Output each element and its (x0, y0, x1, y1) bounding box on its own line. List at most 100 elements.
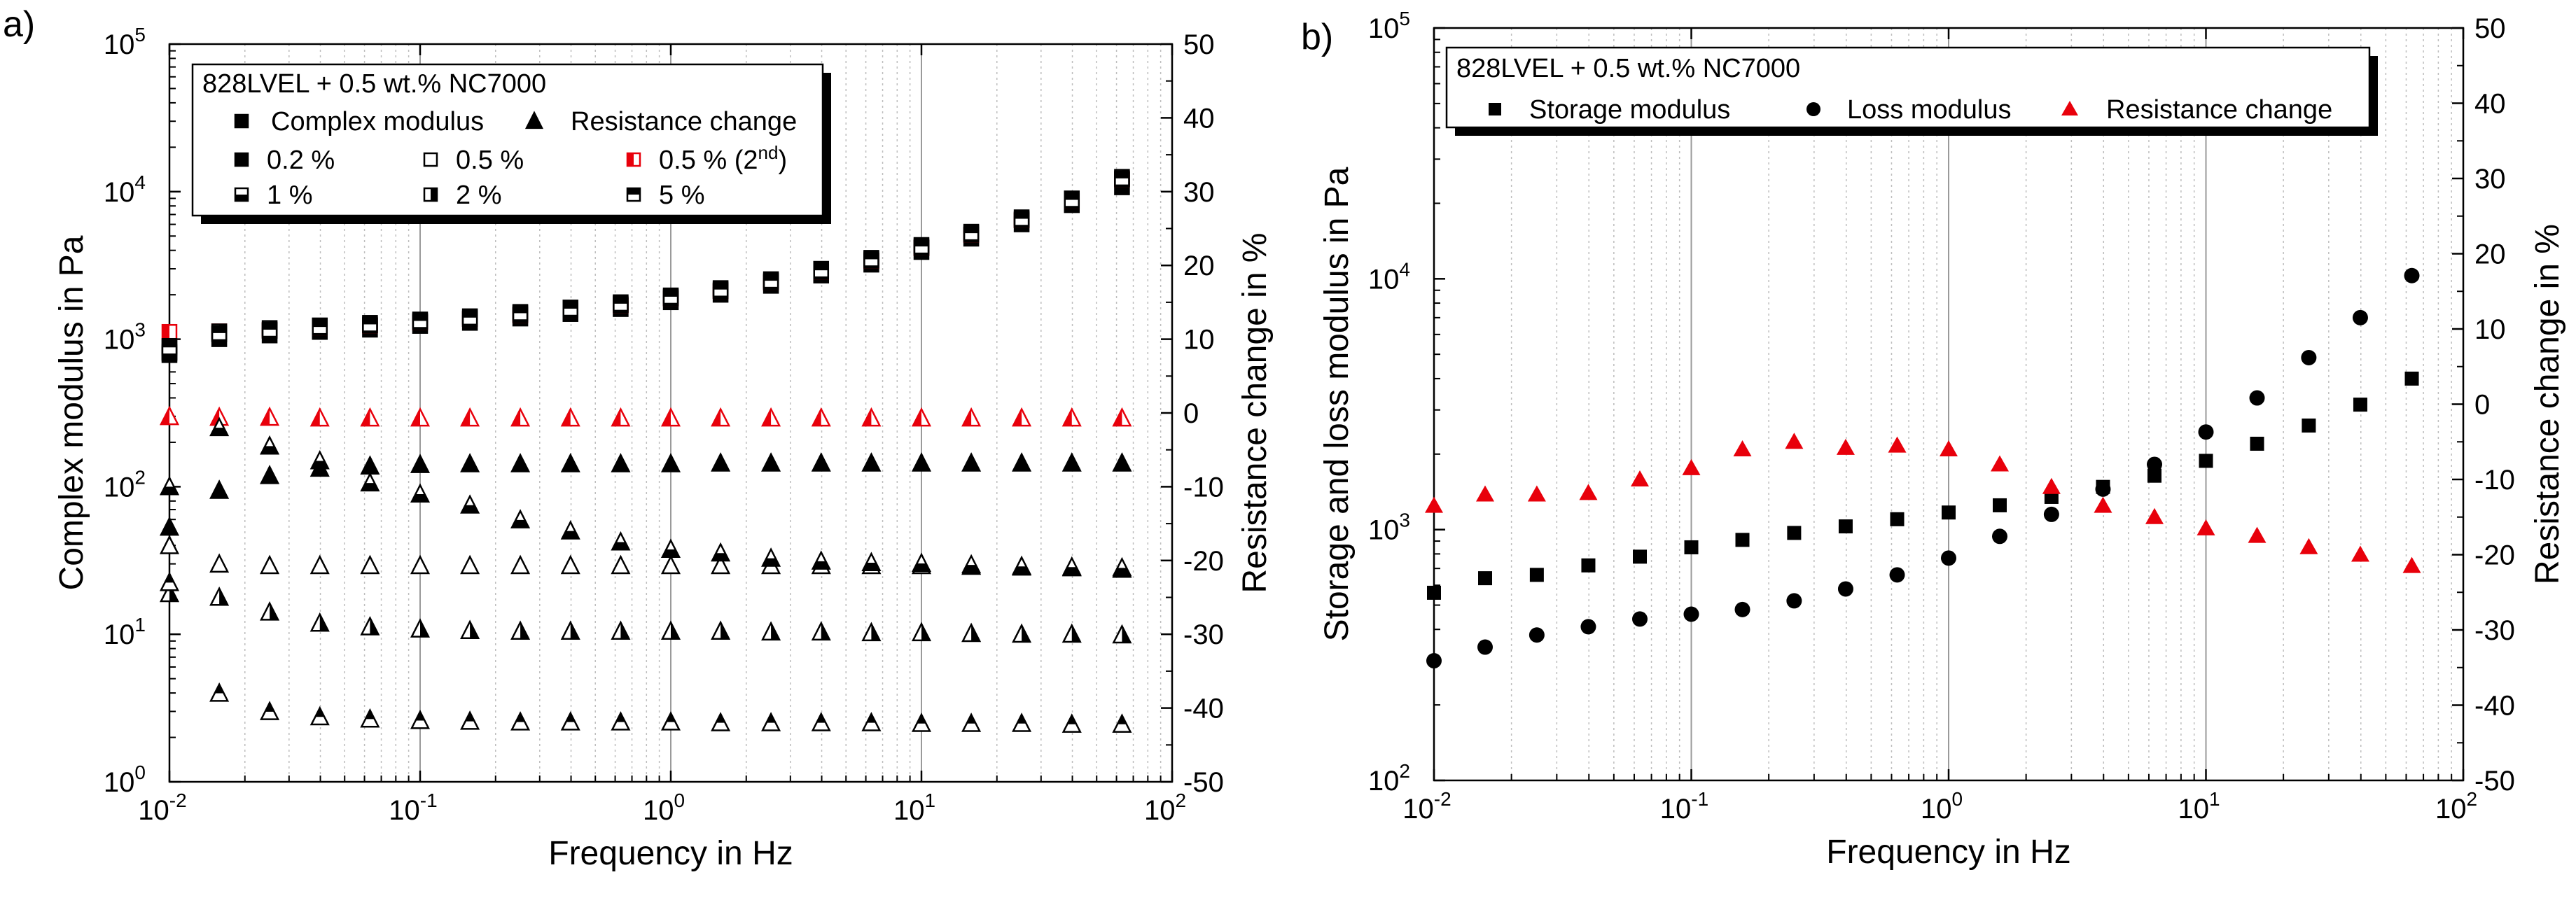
x-tick-label: 101 (893, 790, 935, 826)
y-tick-exp: 2 (134, 466, 146, 488)
point-resistance-change (1476, 485, 1495, 502)
point-complex-modulus (813, 262, 830, 279)
legend-marker (626, 187, 641, 202)
point-resistance-change (460, 710, 480, 730)
point-loss-modulus (2095, 481, 2111, 497)
point-loss-modulus (1426, 653, 1442, 669)
point-resistance-change (1527, 485, 1546, 502)
y-tick-label: 105 (1368, 8, 1410, 44)
point-resistance-change (1991, 455, 2010, 472)
x-tick-exp: 0 (1951, 788, 1963, 810)
point-resistance-change-fill (1122, 626, 1131, 643)
point-storage-modulus (1581, 558, 1596, 573)
point-resistance-change-fill (470, 622, 479, 638)
x-tick-exp: 0 (674, 790, 685, 811)
x-tick-label: 102 (2435, 788, 2477, 825)
point-storage-modulus (1942, 505, 1956, 520)
legend-a: 828LVEL + 0.5 wt.% NC7000 Complex modulus… (191, 63, 831, 224)
point-resistance-change (159, 535, 180, 554)
point-complex-modulus (512, 305, 529, 321)
point-resistance-change (660, 453, 681, 472)
point-resistance-change-fill (662, 549, 679, 557)
point-resistance-change-fill (812, 409, 821, 426)
legend-complex-marker-fill (235, 115, 248, 127)
point-storage-modulus (1478, 571, 1493, 586)
point-resistance-change-outline (360, 554, 380, 575)
point-resistance-change-fill (311, 461, 328, 469)
point-resistance-change-fill (261, 446, 279, 454)
y-tick-base: 10 (1368, 766, 1400, 797)
point-complex-modulus-fill (914, 239, 928, 247)
point-complex-modulus (211, 325, 228, 342)
point-resistance-change (711, 452, 731, 472)
point-resistance-change-fill (1117, 715, 1127, 724)
point-resistance-change (811, 407, 831, 427)
x-tick-exp: 2 (2466, 788, 2477, 810)
point-complex-modulus-fill (764, 274, 779, 281)
legend-storage-marker (1489, 103, 1501, 115)
legend-marker-fill (431, 188, 437, 201)
x-axis-label-b: Frequency in Hz (1826, 834, 2070, 871)
point-resistance-change-fill (666, 713, 676, 722)
y-tick-label: 103 (104, 319, 146, 356)
point-loss-modulus (1683, 606, 1699, 622)
x-tick-label: 100 (1921, 788, 1963, 825)
point-resistance-change (1631, 470, 1650, 486)
point-resistance-change-fill (361, 409, 370, 426)
point-loss-modulus (1889, 567, 1905, 583)
legend-marker-fill (627, 153, 634, 166)
point-resistance-change-fill (211, 408, 220, 426)
y2-tick-label: 50 (2474, 13, 2506, 44)
point-resistance-change-fill (420, 620, 429, 637)
y2-tick-label: -50 (1183, 767, 1224, 798)
point-resistance-change-fill (716, 713, 725, 723)
point-resistance-change-outline (660, 554, 681, 575)
legend-marker (234, 152, 249, 167)
point-loss-modulus (2043, 506, 2059, 522)
legend-entry-label: 0.5 % (2nd) (659, 142, 787, 175)
point-resistance-change-outline (560, 554, 580, 575)
point-resistance-change-fill (816, 713, 826, 723)
point-resistance-change (1012, 555, 1032, 575)
point-loss-modulus (1580, 619, 1596, 635)
point-resistance-change-fill (370, 617, 379, 635)
point-resistance-change (1061, 556, 1082, 576)
point-loss-modulus (2147, 456, 2163, 472)
y-tick-base: 10 (104, 619, 135, 650)
y2-tick-label: -10 (2474, 465, 2515, 496)
point-complex-modulus (562, 300, 579, 317)
x-axis-label-a: Frequency in Hz (548, 835, 793, 872)
point-resistance-change-fill (315, 708, 325, 717)
point-resistance-change (1112, 713, 1132, 733)
point-resistance-change (309, 554, 330, 575)
point-resistance-change (761, 621, 781, 641)
y-axis-right-a: -50 -40 -30 -20 -10 0 10 20 30 40 50 (1161, 29, 1224, 798)
y-tick-base: 10 (104, 325, 135, 356)
point-storage-modulus (1735, 533, 1750, 547)
point-resistance-change (711, 712, 731, 731)
point-resistance-change (660, 711, 681, 731)
point-resistance-change (460, 407, 480, 427)
point-loss-modulus (1837, 581, 1853, 597)
point-resistance-change-fill (821, 623, 830, 640)
point-resistance-change-outline (460, 554, 480, 575)
y-tick-base: 10 (1368, 13, 1400, 44)
point-resistance-change-outline (309, 554, 330, 575)
point-complex-modulus (1114, 170, 1130, 187)
point-resistance-change-outline (410, 554, 431, 575)
x-tick-label: 100 (643, 790, 685, 826)
point-resistance-change-outline (711, 554, 731, 575)
point-resistance-change-fill (612, 409, 621, 426)
point-resistance-change (560, 711, 580, 731)
point-resistance-change (1682, 458, 1701, 475)
point-resistance-change-fill (161, 486, 178, 495)
point-resistance-change (510, 620, 531, 640)
point-resistance-change (309, 612, 330, 632)
y2-tick-label: -30 (1183, 619, 1224, 650)
point-storage-modulus (1838, 519, 1853, 534)
point-loss-modulus (1941, 550, 1956, 566)
legend-storage-label: Storage modulus (1529, 95, 1730, 125)
point-resistance-change-fill (512, 454, 529, 472)
